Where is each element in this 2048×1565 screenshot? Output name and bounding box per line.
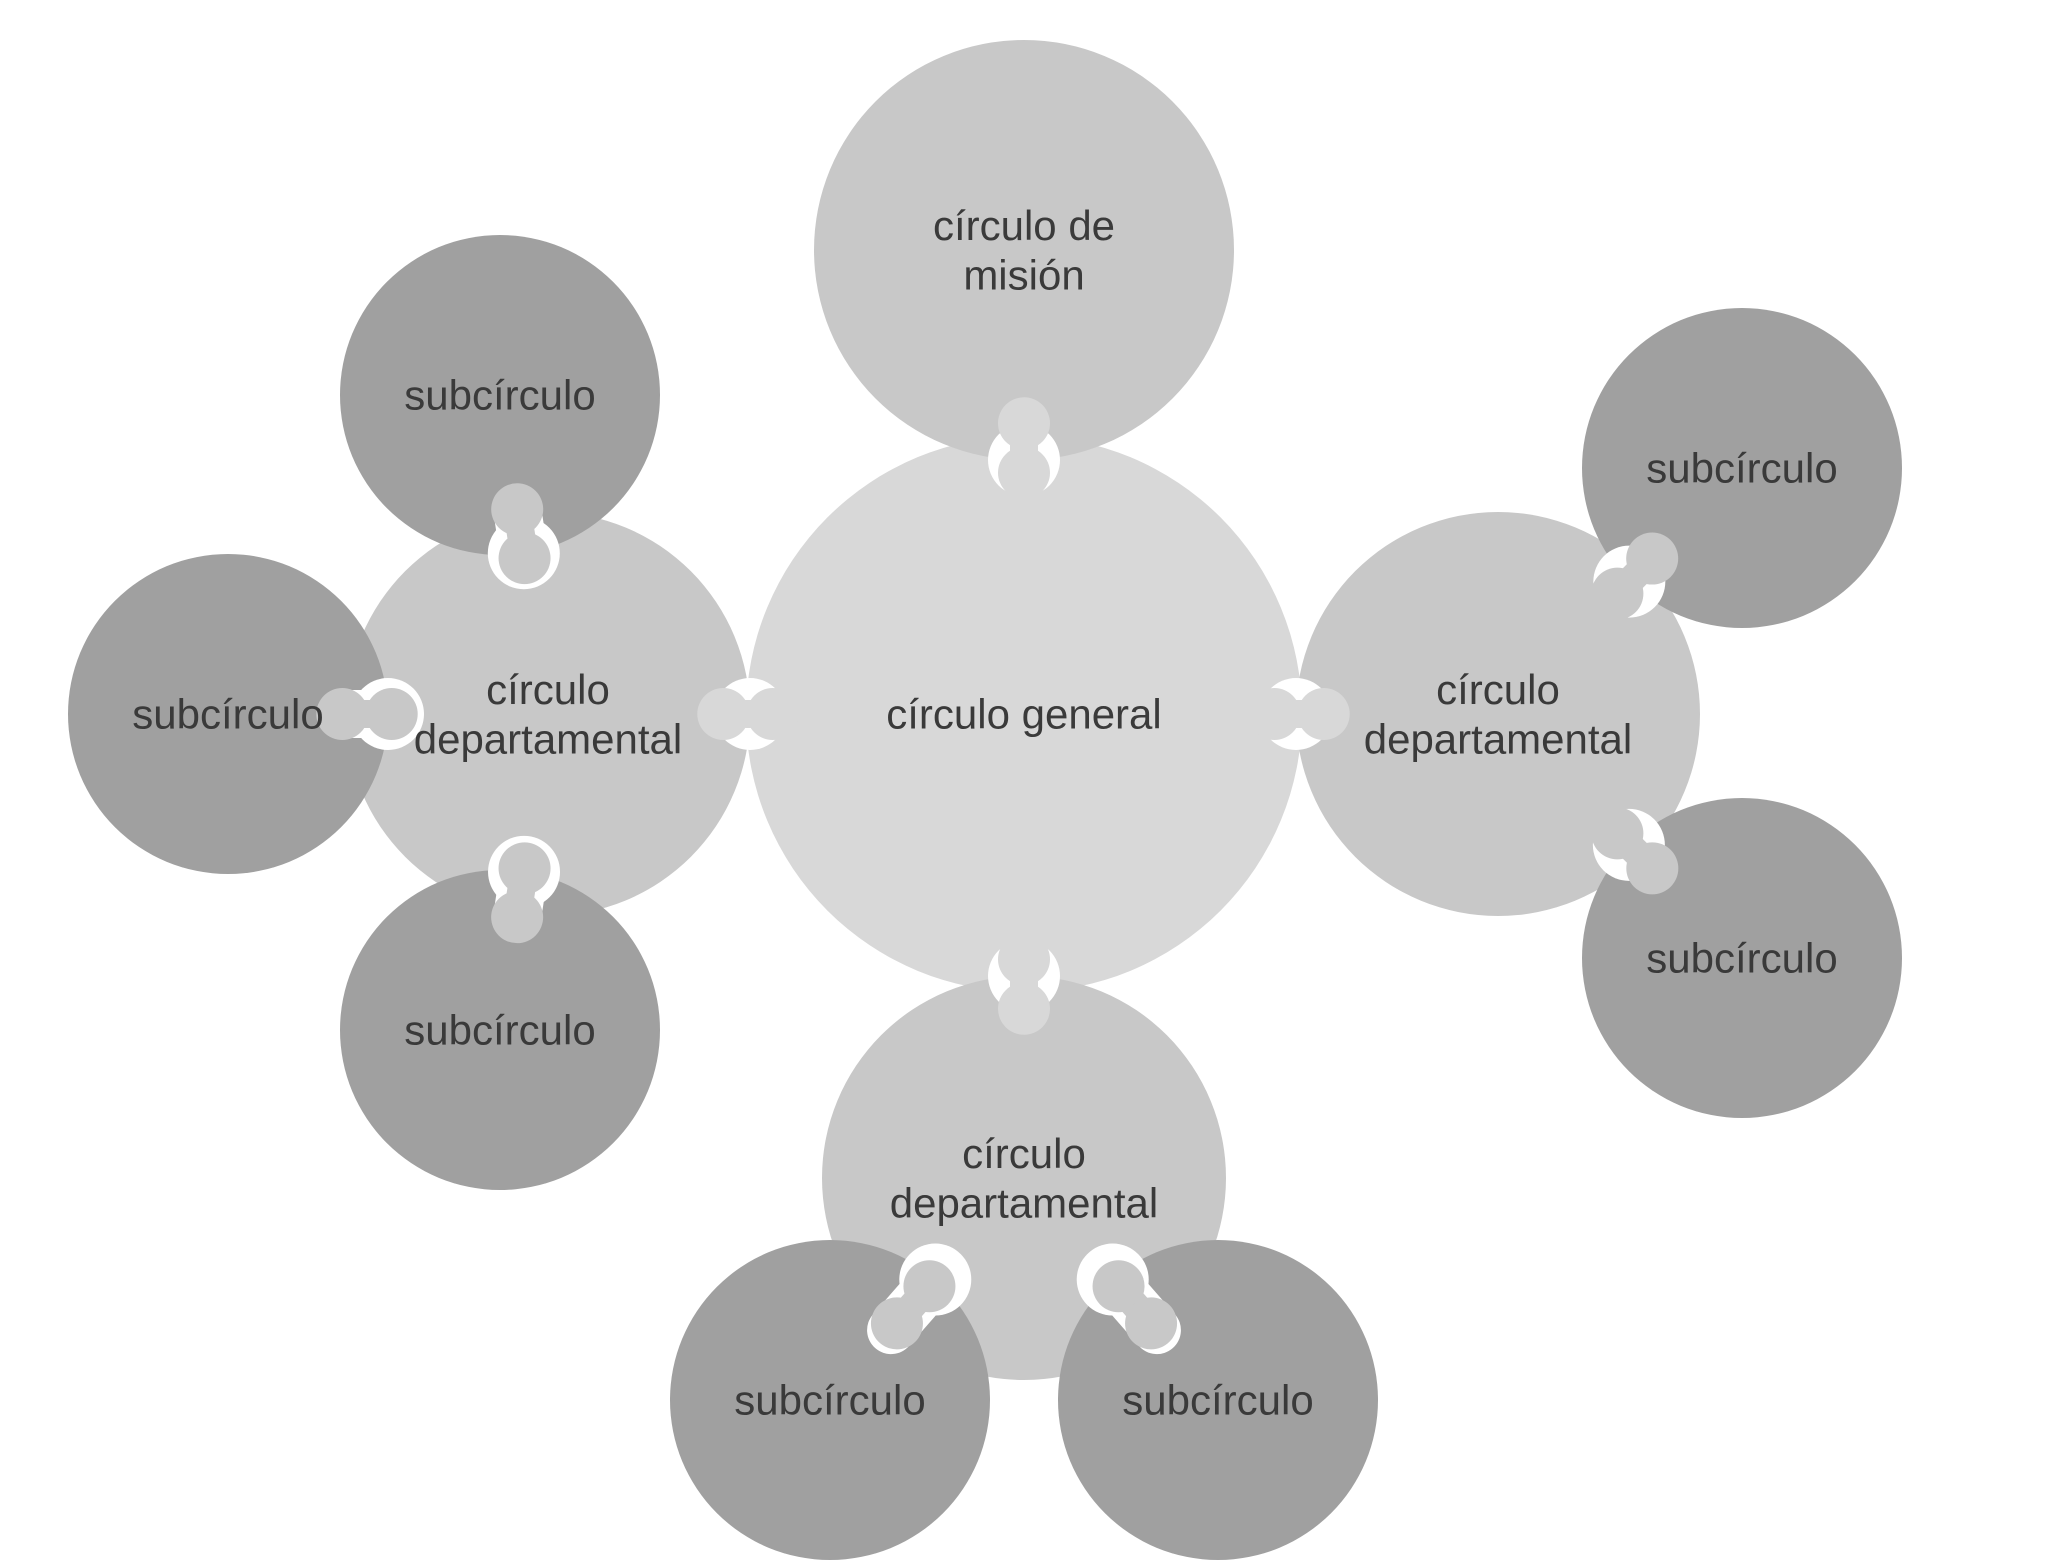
label-center: círculo general xyxy=(886,691,1161,738)
label-sub-b2: subcírculo xyxy=(1122,1377,1313,1424)
label-sub-r2: subcírculo xyxy=(1646,935,1837,982)
label-sub-l3: subcírculo xyxy=(404,1007,595,1054)
label-sub-r1: subcírculo xyxy=(1646,445,1837,492)
label-sub-l2: subcírculo xyxy=(132,691,323,738)
sociocracy-circle-diagram: círculo generalcírculo demisióncírculode… xyxy=(0,0,2048,1565)
label-sub-b1: subcírculo xyxy=(734,1377,925,1424)
label-sub-l1: subcírculo xyxy=(404,372,595,419)
